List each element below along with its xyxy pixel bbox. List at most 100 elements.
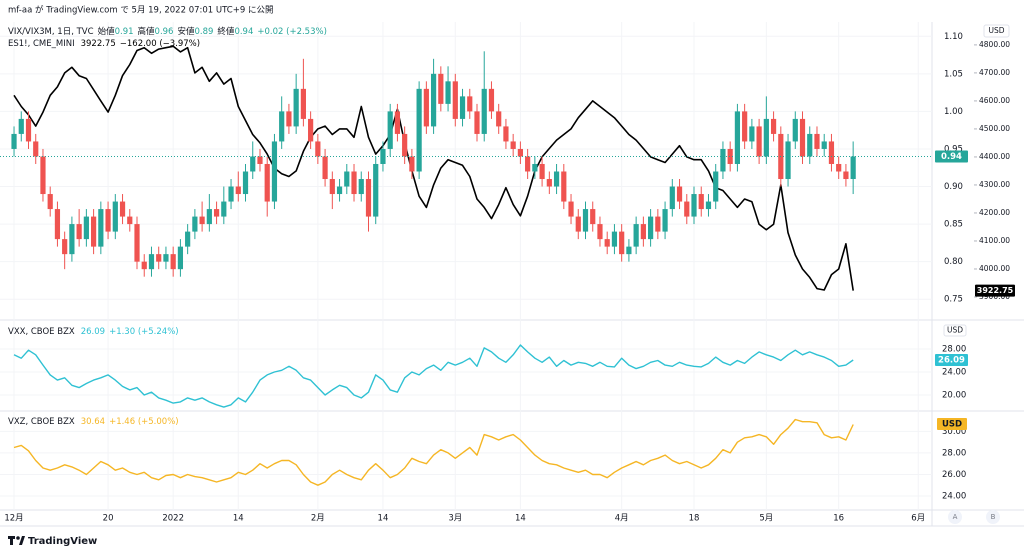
y-tick-label: 24.00 (942, 368, 966, 378)
candle-body (293, 88, 299, 127)
candle-body (33, 141, 39, 157)
candle-body (119, 201, 126, 217)
legend-item: VIX/VIX3M, 1日, TVC (8, 27, 94, 37)
candle-body (430, 73, 437, 127)
candle-body (517, 148, 523, 157)
candle-body (83, 216, 89, 240)
axis-button[interactable] (986, 510, 1000, 524)
y-tick-label: 28.00 (942, 345, 966, 355)
candle-body (713, 171, 719, 202)
currency-label: USD (947, 326, 963, 335)
candle-body (836, 163, 842, 172)
legend-item: 0.91 (115, 27, 134, 37)
x-tick-label: 6月 (911, 514, 925, 524)
candle-body (582, 209, 589, 232)
legend-item: 終値 (217, 26, 235, 37)
header: mf-aa が TradingView.com で 5月 19, 2022 07… (8, 5, 273, 16)
candle-body (257, 156, 263, 164)
candle-body (604, 239, 610, 247)
candle-body (676, 186, 683, 202)
candle-body (221, 201, 227, 217)
currency-box (983, 24, 1010, 38)
candle-body (25, 118, 32, 142)
y-tick-label: 20.00 (942, 391, 966, 401)
legend: VIX/VIX3M, 1日, TVC 始値0.91 高値0.96 安値0.89 終値0.… (8, 26, 327, 37)
y-tick-label: 30.00 (942, 427, 966, 437)
x-tick-label: 18 (689, 514, 700, 524)
candle-body (387, 111, 393, 149)
candle-body (358, 179, 364, 195)
candle-body (344, 171, 350, 187)
candle-body (568, 201, 574, 217)
candle-body (206, 209, 212, 225)
candle-body (734, 111, 741, 164)
x-tick-label: 3月 (448, 514, 462, 524)
candle-body (300, 88, 306, 119)
y-tick-label: 26.00 (942, 470, 966, 480)
candle-body (756, 126, 762, 157)
candle-body (792, 118, 798, 142)
candle-body (199, 216, 205, 225)
legend-item: 安値 (177, 26, 195, 37)
y-tick-label: 0.80 (944, 257, 963, 267)
legend-item: +1.30 (+5.24%) (109, 327, 179, 337)
candle-body (474, 111, 480, 134)
candle-body (843, 171, 849, 180)
x-tick-label: 2022 (162, 514, 184, 524)
candle-body (315, 141, 321, 157)
currency-label-bg (937, 418, 967, 430)
candle-body (242, 171, 249, 195)
candle-body (770, 118, 777, 134)
x-tick-label: 14 (378, 514, 389, 524)
y2-tick-label: 4100.00 (979, 236, 1010, 245)
candle-body (40, 156, 46, 195)
candle-body (785, 141, 791, 180)
legend-item: 高値 (138, 26, 156, 37)
candle-body (799, 118, 806, 157)
candle-body (308, 118, 314, 142)
candle-body (669, 186, 675, 210)
y-tick-label: 1.00 (944, 107, 963, 117)
candle-body (496, 111, 502, 127)
candle-body (575, 216, 581, 232)
candle-body (452, 81, 458, 119)
y-tick-label: 0.95 (944, 144, 963, 154)
candle-body (619, 231, 625, 255)
candle-body (481, 88, 487, 134)
legend-item: 30.64 (81, 417, 105, 427)
x-tick-label: 16 (833, 514, 844, 524)
candle-body (394, 111, 401, 134)
y-tick-label: 24.00 (942, 492, 966, 502)
candle-body (62, 239, 68, 255)
y-tick-label: 1.10 (944, 32, 963, 42)
last-price-badge: 26.09 (938, 356, 965, 366)
axis-button[interactable] (948, 510, 962, 524)
candle-body (742, 111, 748, 142)
candle-body (828, 141, 835, 164)
candle-body (626, 246, 632, 255)
last-price-badge: 0.94 (941, 152, 962, 162)
candle-body (47, 194, 53, 210)
candle-body (380, 148, 386, 164)
candle-body (553, 171, 560, 187)
y2-tick-label: 4300.00 (979, 180, 1010, 189)
axis-button-label[interactable]: A (953, 513, 958, 521)
candle-body (286, 111, 292, 127)
x-tick-label: 2月 (311, 514, 325, 524)
candle-body (720, 148, 726, 172)
axis-button-label[interactable]: B (991, 513, 996, 521)
logo (8, 536, 25, 545)
candle-body (590, 209, 596, 225)
legend: ES1!, CME_MINI 3922.75 −162.00 (−3.97%) (8, 39, 200, 49)
candle-body (807, 133, 813, 157)
candle-body (416, 88, 422, 172)
candle-body (546, 179, 552, 187)
footer-brand: TradingView (28, 536, 97, 547)
candle-body (134, 224, 140, 262)
candle-body (177, 246, 184, 270)
candle-body (684, 201, 690, 217)
candle-body (279, 111, 285, 142)
candle-body (503, 126, 509, 142)
